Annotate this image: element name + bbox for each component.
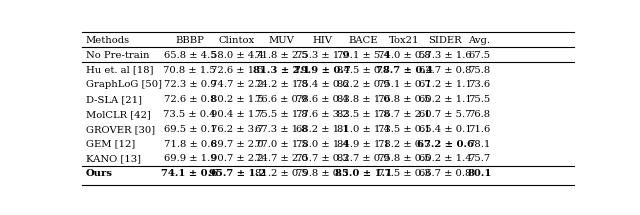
- Text: 71.8 ± 2.5: 71.8 ± 2.5: [255, 51, 308, 60]
- Text: 84.5 ± 0.7: 84.5 ± 0.7: [337, 66, 390, 75]
- Text: 66.7 ± 0.8: 66.7 ± 0.8: [419, 169, 472, 178]
- Text: GraphLoG [50]: GraphLoG [50]: [86, 80, 162, 89]
- Text: 77.0 ± 1.5: 77.0 ± 1.5: [255, 140, 308, 149]
- Text: 77.6 ± 3.2: 77.6 ± 3.2: [296, 110, 349, 119]
- Text: 75.1 ± 0.7: 75.1 ± 0.7: [378, 80, 431, 89]
- Text: 60.2 ± 1.4: 60.2 ± 1.4: [419, 154, 472, 163]
- Text: 83.5 ± 1.8: 83.5 ± 1.8: [337, 110, 390, 119]
- Text: 65.4 ± 0.1: 65.4 ± 0.1: [419, 125, 472, 134]
- Text: 76.8 ± 0.5: 76.8 ± 0.5: [378, 95, 431, 104]
- Text: 85.0 ± 1.1: 85.0 ± 1.1: [335, 169, 392, 178]
- Text: 90.7 ± 2.2: 90.7 ± 2.2: [211, 154, 263, 163]
- Text: 75.8: 75.8: [468, 66, 491, 75]
- Text: HIV: HIV: [312, 36, 332, 45]
- Text: 57.3 ± 1.6: 57.3 ± 1.6: [419, 51, 472, 60]
- Text: 62.7 ± 0.8: 62.7 ± 0.8: [419, 66, 472, 75]
- Text: Hu et. al [18]: Hu et. al [18]: [86, 66, 154, 75]
- Text: 82.7 ± 0.9: 82.7 ± 0.9: [337, 154, 390, 163]
- Text: 75.4 ± 0.6: 75.4 ± 0.6: [296, 80, 349, 89]
- Text: 72.6 ± 0.8: 72.6 ± 0.8: [164, 95, 216, 104]
- Text: 67.3 ± 1.8: 67.3 ± 1.8: [255, 125, 308, 134]
- Text: 75.3 ± 1.9: 75.3 ± 1.9: [296, 51, 349, 60]
- Text: 74.7 ± 2.0: 74.7 ± 2.0: [255, 154, 308, 163]
- Text: BBBP: BBBP: [175, 36, 204, 45]
- Text: GROVER [30]: GROVER [30]: [86, 125, 155, 134]
- Text: Avg.: Avg.: [468, 36, 490, 45]
- Text: 73.6: 73.6: [468, 80, 491, 89]
- Text: 71.8 ± 0.6: 71.8 ± 0.6: [164, 140, 216, 149]
- Text: 68.2 ± 1.1: 68.2 ± 1.1: [296, 125, 349, 134]
- Text: KANO [13]: KANO [13]: [86, 154, 141, 163]
- Text: 76.8: 76.8: [468, 110, 491, 119]
- Text: BACE: BACE: [349, 36, 378, 45]
- Text: D-SLA [21]: D-SLA [21]: [86, 95, 142, 104]
- Text: 75.7 ± 0.3: 75.7 ± 0.3: [296, 154, 349, 163]
- Text: 74.7 ± 2.2: 74.7 ± 2.2: [211, 80, 263, 89]
- Text: 75.5 ± 1.8: 75.5 ± 1.8: [255, 110, 308, 119]
- Text: 81.3 ± 2.1: 81.3 ± 2.1: [253, 66, 310, 75]
- Text: No Pre-train: No Pre-train: [86, 51, 150, 60]
- Text: 72.6 ± 1.5: 72.6 ± 1.5: [211, 66, 263, 75]
- Text: 78.0 ± 1.4: 78.0 ± 1.4: [296, 140, 349, 149]
- Text: 75.8 ± 0.5: 75.8 ± 0.5: [378, 154, 431, 163]
- Text: 95.7 ± 1.2: 95.7 ± 1.2: [209, 169, 266, 178]
- Text: 84.9 ± 1.1: 84.9 ± 1.1: [337, 140, 390, 149]
- Text: Ours: Ours: [86, 169, 113, 178]
- Text: 79.9 ± 0.7: 79.9 ± 0.7: [294, 66, 351, 75]
- Text: 75.5: 75.5: [468, 95, 491, 104]
- Text: 80.2 ± 1.5: 80.2 ± 1.5: [211, 95, 263, 104]
- Text: SIDER: SIDER: [429, 36, 462, 45]
- Text: 81.0 ± 1.4: 81.0 ± 1.4: [337, 125, 390, 134]
- Text: 71.6: 71.6: [468, 125, 491, 134]
- Text: Methods: Methods: [86, 36, 130, 45]
- Text: 83.8 ± 1.0: 83.8 ± 1.0: [337, 95, 390, 104]
- Text: 77.5 ± 0.3: 77.5 ± 0.3: [378, 169, 431, 178]
- Text: 76.6 ± 0.9: 76.6 ± 0.9: [255, 95, 308, 104]
- Text: 74.2 ± 1.8: 74.2 ± 1.8: [255, 80, 308, 89]
- Text: 69.5 ± 0.1: 69.5 ± 0.1: [164, 125, 216, 134]
- Text: 58.0 ± 4.4: 58.0 ± 4.4: [211, 51, 264, 60]
- Text: 78.6 ± 0.4: 78.6 ± 0.4: [296, 95, 349, 104]
- Text: 60.7 ± 5.7: 60.7 ± 5.7: [419, 110, 472, 119]
- Text: 74.0 ± 0.8: 74.0 ± 0.8: [378, 51, 431, 60]
- Text: 73.5 ± 0.1: 73.5 ± 0.1: [378, 125, 431, 134]
- Text: 73.5 ± 0.4: 73.5 ± 0.4: [163, 110, 216, 119]
- Text: 81.2 ± 0.5: 81.2 ± 0.5: [255, 169, 308, 178]
- Text: GEM [12]: GEM [12]: [86, 140, 135, 149]
- Text: 80.1: 80.1: [467, 169, 492, 178]
- Text: MolCLR [42]: MolCLR [42]: [86, 110, 151, 119]
- Text: 76.2 ± 3.7: 76.2 ± 3.7: [211, 125, 263, 134]
- Text: 75.7: 75.7: [468, 154, 491, 163]
- Text: 65.8 ± 4.5: 65.8 ± 4.5: [164, 51, 216, 60]
- Text: 67.2 ± 0.6: 67.2 ± 0.6: [417, 140, 474, 149]
- Text: 61.2 ± 1.1: 61.2 ± 1.1: [419, 80, 472, 89]
- Text: 78.7 ± 0.4: 78.7 ± 0.4: [376, 66, 433, 75]
- Text: 70.8 ± 1.5: 70.8 ± 1.5: [163, 66, 216, 75]
- Text: Clintox: Clintox: [219, 36, 255, 45]
- Text: 90.4 ± 1.7: 90.4 ± 1.7: [211, 110, 264, 119]
- Text: 67.5: 67.5: [468, 51, 491, 60]
- Text: 89.7 ± 2.0: 89.7 ± 2.0: [211, 140, 263, 149]
- Text: 82.2 ± 0.9: 82.2 ± 0.9: [337, 80, 390, 89]
- Text: 60.2 ± 1.1: 60.2 ± 1.1: [419, 95, 472, 104]
- Text: 79.8 ± 0.3: 79.8 ± 0.3: [296, 169, 349, 178]
- Text: 74.1 ± 0.6: 74.1 ± 0.6: [161, 169, 218, 178]
- Text: 70.1 ± 5.4: 70.1 ± 5.4: [337, 51, 390, 60]
- Text: 78.2 ± 0.3: 78.2 ± 0.3: [378, 140, 431, 149]
- Text: 72.3 ± 0.9: 72.3 ± 0.9: [164, 80, 216, 89]
- Text: Tox21: Tox21: [389, 36, 420, 45]
- Text: 78.1: 78.1: [468, 140, 491, 149]
- Text: 76.7 ± 2.1: 76.7 ± 2.1: [378, 110, 431, 119]
- Text: MUV: MUV: [268, 36, 294, 45]
- Text: 69.9 ± 1.9: 69.9 ± 1.9: [164, 154, 216, 163]
